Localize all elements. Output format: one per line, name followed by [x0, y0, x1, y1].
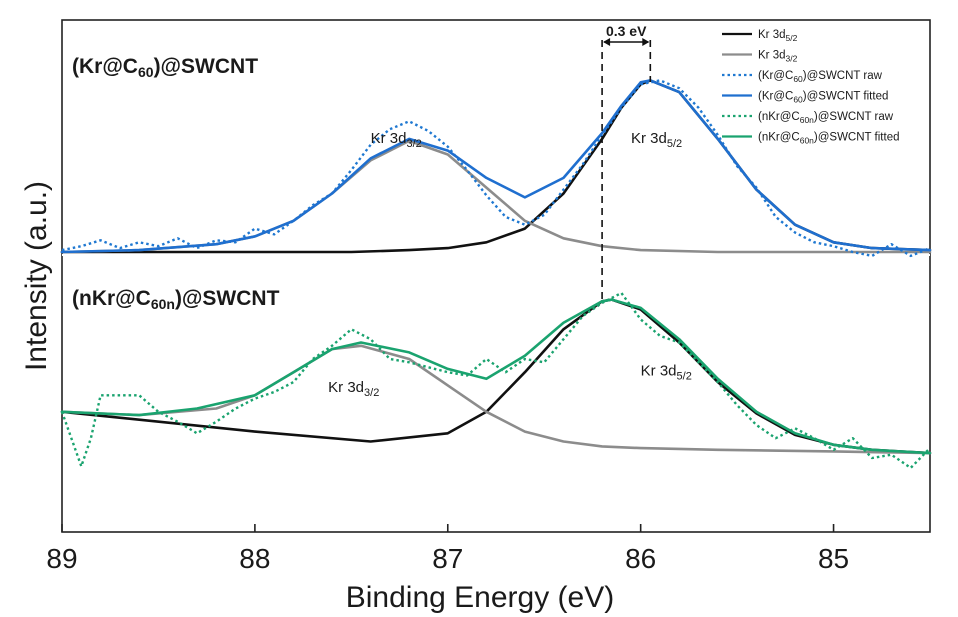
series-bottom-0	[60, 298, 932, 455]
x-tick-label-85: 85	[818, 543, 849, 574]
legend-label-2: (Kr@C60)@SWCNT raw	[758, 70, 883, 84]
y-axis-label: Intensity (a.u.)	[20, 181, 53, 371]
x-tick-label-87: 87	[432, 543, 463, 574]
x-tick-label-89: 89	[46, 543, 77, 574]
panel-top: (Kr@C60)@SWCNT Kr 3d3/2 Kr 3d5/2	[60, 55, 932, 258]
plot-frame	[61, 19, 931, 533]
panel-label-bottom: (nKr@C60n)@SWCNT	[72, 287, 280, 312]
legend-label-4: (nKr@C60n)@SWCNT raw	[758, 111, 894, 125]
peak-label-top-0: Kr 3d3/2	[371, 130, 422, 150]
legend-label-1: Kr 3d3/2	[758, 50, 798, 64]
legend-label-3: (Kr@C60)@SWCNT fitted	[758, 91, 888, 105]
annotation-group: 0.3 eV	[601, 23, 652, 300]
series-top-3	[60, 79, 932, 254]
panel-bottom: (nKr@C60n)@SWCNT Kr 3d3/2 Kr 3d5/2	[60, 287, 932, 470]
x-tick-label-88: 88	[239, 543, 270, 574]
peak-label-bottom-1: Kr 3d5/2	[641, 363, 692, 383]
legend: Kr 3d5/2 Kr 3d3/2 (Kr@C60)@SWCNT raw (Kr@C6…	[722, 29, 900, 146]
legend-label-0: Kr 3d5/2	[758, 29, 798, 43]
series-top-2	[61, 79, 931, 258]
series-bottom-3	[60, 298, 932, 455]
axes-group: 89 88 87 86 85	[46, 524, 849, 574]
peak-label-bottom-0: Kr 3d3/2	[328, 379, 379, 399]
panel-label-top: (Kr@C60)@SWCNT	[72, 55, 258, 80]
peak-label-top-1: Kr 3d5/2	[631, 130, 682, 150]
x-axis-label: Binding Energy (eV)	[346, 581, 614, 614]
x-tick-label-86: 86	[625, 543, 656, 574]
series-bottom-1	[60, 344, 932, 455]
annotation-label: 0.3 eV	[606, 23, 647, 39]
legend-label-5: (nKr@C60n)@SWCNT fitted	[758, 132, 900, 146]
series-bottom-2	[60, 291, 931, 470]
